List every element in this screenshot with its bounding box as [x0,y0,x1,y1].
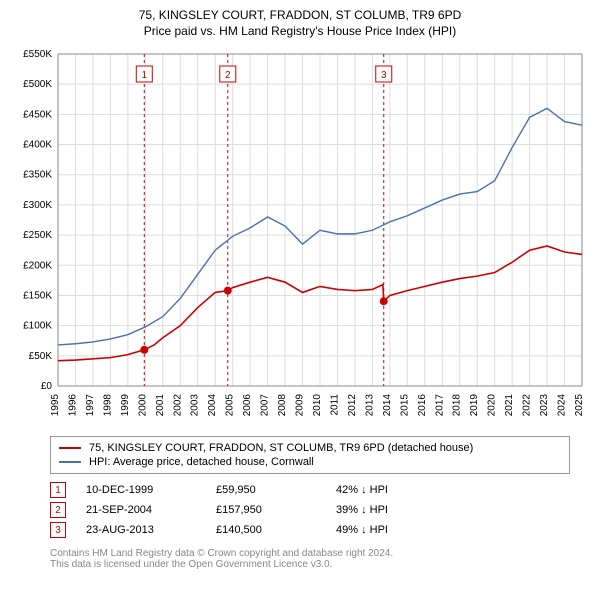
transaction-badge: 3 [50,522,66,538]
transaction-diff: 39% ↓ HPI [336,504,436,516]
svg-text:2003: 2003 [190,394,201,417]
svg-text:£150K: £150K [23,290,52,301]
transaction-diff: 49% ↓ HPI [336,524,436,536]
svg-text:2004: 2004 [207,394,218,417]
transactions-table: 1 10-DEC-1999 £59,950 42% ↓ HPI 2 21-SEP… [50,480,570,540]
svg-text:£100K: £100K [23,321,52,332]
svg-text:2008: 2008 [277,394,288,417]
svg-text:2020: 2020 [487,394,498,417]
svg-text:£200K: £200K [23,260,52,271]
svg-text:2015: 2015 [399,394,410,417]
transaction-date: 21-SEP-2004 [86,504,196,516]
svg-text:£450K: £450K [23,109,52,120]
svg-text:2019: 2019 [469,394,480,417]
svg-text:1999: 1999 [120,394,131,417]
svg-text:2006: 2006 [242,394,253,417]
title-block: 75, KINGSLEY COURT, FRADDON, ST COLUMB, … [10,8,590,38]
legend-row: 75, KINGSLEY COURT, FRADDON, ST COLUMB, … [59,441,561,455]
svg-text:2000: 2000 [137,394,148,417]
svg-text:3: 3 [381,70,387,81]
svg-text:2025: 2025 [574,394,585,417]
svg-text:2018: 2018 [452,394,463,417]
transaction-price: £140,500 [216,524,316,536]
svg-text:£350K: £350K [23,170,52,181]
svg-text:£500K: £500K [23,79,52,90]
legend-box: 75, KINGSLEY COURT, FRADDON, ST COLUMB, … [50,436,570,474]
svg-text:2002: 2002 [172,394,183,417]
svg-text:£50K: £50K [29,351,53,362]
svg-text:2014: 2014 [382,394,393,417]
svg-text:2005: 2005 [225,394,236,417]
transaction-diff: 42% ↓ HPI [336,484,436,496]
svg-text:2013: 2013 [364,394,375,417]
svg-text:£250K: £250K [23,230,52,241]
svg-text:1998: 1998 [102,394,113,417]
footnote-line: This data is licensed under the Open Gov… [50,559,570,570]
svg-text:2001: 2001 [155,394,166,417]
legend-label: HPI: Average price, detached house, Corn… [89,456,314,468]
svg-text:1: 1 [142,70,148,81]
svg-text:£300K: £300K [23,200,52,211]
svg-text:2024: 2024 [557,394,568,417]
chart-subtitle: Price paid vs. HM Land Registry's House … [10,24,590,38]
svg-text:£0: £0 [41,381,53,392]
svg-text:2021: 2021 [504,394,515,417]
svg-text:2009: 2009 [295,394,306,417]
footnote: Contains HM Land Registry data © Crown c… [50,548,570,570]
svg-text:1996: 1996 [67,394,78,417]
svg-text:2022: 2022 [522,394,533,417]
legend-swatch [59,461,81,463]
transaction-date: 10-DEC-1999 [86,484,196,496]
transaction-row: 2 21-SEP-2004 £157,950 39% ↓ HPI [50,500,570,520]
chart-title: 75, KINGSLEY COURT, FRADDON, ST COLUMB, … [10,8,590,22]
footnote-line: Contains HM Land Registry data © Crown c… [50,548,570,559]
svg-text:2017: 2017 [434,394,445,417]
transaction-row: 1 10-DEC-1999 £59,950 42% ↓ HPI [50,480,570,500]
legend-swatch [59,447,81,449]
chart-container: 75, KINGSLEY COURT, FRADDON, ST COLUMB, … [0,0,600,576]
svg-text:2023: 2023 [539,394,550,417]
svg-text:2010: 2010 [312,394,323,417]
chart-area: £0 £50K £100K £150K £200K £250K £300K £350K £400… [10,46,590,426]
svg-text:1995: 1995 [50,394,61,417]
transaction-price: £157,950 [216,504,316,516]
svg-text:2: 2 [225,70,231,81]
svg-text:2007: 2007 [260,394,271,417]
svg-text:2012: 2012 [347,394,358,417]
svg-text:2016: 2016 [417,394,428,417]
transaction-price: £59,950 [216,484,316,496]
transaction-row: 3 23-AUG-2013 £140,500 49% ↓ HPI [50,520,570,540]
svg-text:£550K: £550K [23,49,52,60]
legend-label: 75, KINGSLEY COURT, FRADDON, ST COLUMB, … [89,442,473,454]
svg-text:2011: 2011 [329,394,340,416]
svg-text:£400K: £400K [23,140,52,151]
transaction-date: 23-AUG-2013 [86,524,196,536]
legend-row: HPI: Average price, detached house, Corn… [59,455,561,469]
svg-text:1997: 1997 [85,394,96,417]
transaction-badge: 2 [50,502,66,518]
chart-svg: £0 £50K £100K £150K £200K £250K £300K £350K £400… [10,46,590,426]
transaction-badge: 1 [50,482,66,498]
